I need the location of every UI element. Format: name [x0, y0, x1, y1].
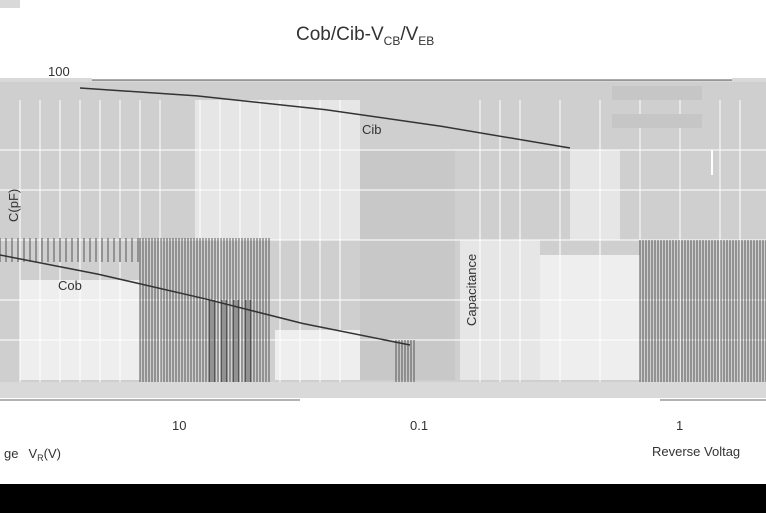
series-lines [0, 87, 571, 346]
annotation-cob: Cob [58, 278, 82, 293]
title-band [0, 8, 766, 78]
bottom-black-band [0, 484, 766, 513]
x-axis-band [0, 398, 766, 484]
series-line-cib [79, 87, 571, 149]
top-strip [20, 0, 766, 8]
y-axis-label: C(pF) [6, 189, 21, 222]
grid-lines [0, 100, 766, 382]
dark-hatch-bands [0, 238, 766, 382]
x-tick-label-1: 1 [676, 418, 683, 433]
x-tick-label-10: 10 [172, 418, 186, 433]
y-top-tick-label: 100 [48, 64, 70, 79]
x-axis-label-left: ge VR(V) [4, 446, 61, 463]
x-axis-label-right: Reverse Voltag [652, 444, 740, 459]
series-line-cob [0, 254, 411, 346]
x-tick-label-0-1: 0.1 [410, 418, 428, 433]
chart-title: Cob/Cib-VCB/VEB [296, 24, 434, 48]
annotation-cib: Cib [362, 122, 382, 137]
y-axis-label-right: Capacitance [464, 254, 479, 326]
